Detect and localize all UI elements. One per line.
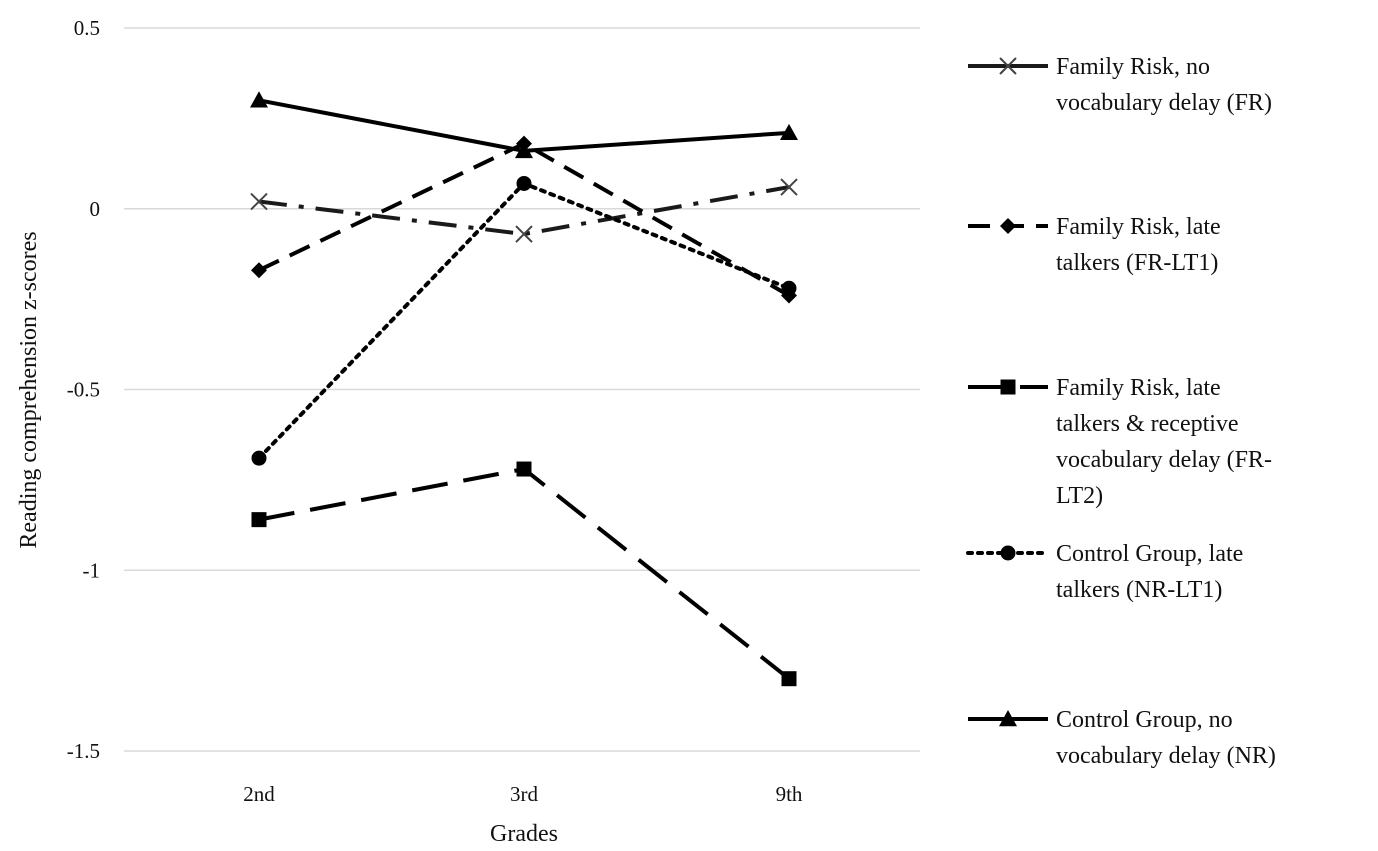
legend-label: vocabulary delay (NR) [1056,743,1276,769]
legend-item: Control Group, no vocabulary delay (NR) [968,707,1276,769]
x-marker [780,178,798,196]
x-tick-label: 2nd [243,782,275,806]
legend-item: Family Risk, no vocabulary delay (FR) [968,54,1272,116]
series-group [250,91,798,687]
x-axis-ticks: 2nd 3rd 9th [243,782,803,806]
legend-label: vocabulary delay (FR) [1056,90,1272,116]
square-marker [516,461,532,477]
legend-item: Control Group, late talkers (NR-LT1) [966,541,1243,603]
diamond-marker [1000,218,1016,234]
square-marker [1000,379,1016,395]
diamond-marker [251,262,267,279]
x-tick-label: 3rd [510,782,538,806]
legend-label: vocabulary delay (FR- [1056,447,1272,473]
series-line [258,466,791,681]
circle-marker [516,175,532,191]
y-axis-ticks: 0.5 0 -0.5 -1 -1.5 [67,16,100,763]
gridlines [124,27,920,752]
legend-label: Family Risk, late [1056,375,1221,401]
legend-label: Family Risk, late [1056,214,1221,240]
y-tick-label: -1.5 [67,739,100,763]
series-2 [251,135,797,304]
y-tick-label: -1 [83,558,101,582]
legend-label: LT2) [1056,483,1103,509]
legend-label: talkers (FR-LT1) [1056,250,1218,276]
triangle-marker [999,710,1017,727]
x-marker [999,57,1017,75]
circle-marker [251,450,267,466]
series-line [257,181,791,461]
series-3 [251,461,797,687]
square-marker [781,671,797,687]
triangle-marker [515,141,533,159]
y-tick-label: 0 [90,197,101,221]
legend-label: Control Group, late [1056,541,1243,567]
triangle-marker [780,123,798,141]
x-tick-label: 9th [776,782,803,806]
y-tick-label: 0.5 [74,16,100,40]
y-tick-label: -0.5 [67,378,100,402]
series-4 [251,175,797,466]
series-5 [250,91,798,159]
triangle-marker [250,91,268,108]
series-1 [250,178,798,243]
x-marker [515,225,533,243]
x-axis-title: Grades [490,821,558,847]
series-line [258,141,790,298]
y-axis-title: Reading comprehension z-scores [16,231,42,548]
series-line [258,185,790,237]
legend-label: Control Group, no [1056,707,1233,733]
legend-label: talkers (NR-LT1) [1056,577,1222,603]
square-marker [251,512,267,528]
legend-item: Family Risk, late talkers (FR-LT1) [968,214,1221,276]
legend-item: Family Risk, late talkers & receptive voca… [968,375,1272,509]
legend-label: talkers & receptive [1056,411,1239,437]
x-marker [250,192,268,211]
circle-marker [781,280,797,296]
legend-label: Family Risk, no [1056,54,1210,80]
circle-marker [1000,545,1016,561]
